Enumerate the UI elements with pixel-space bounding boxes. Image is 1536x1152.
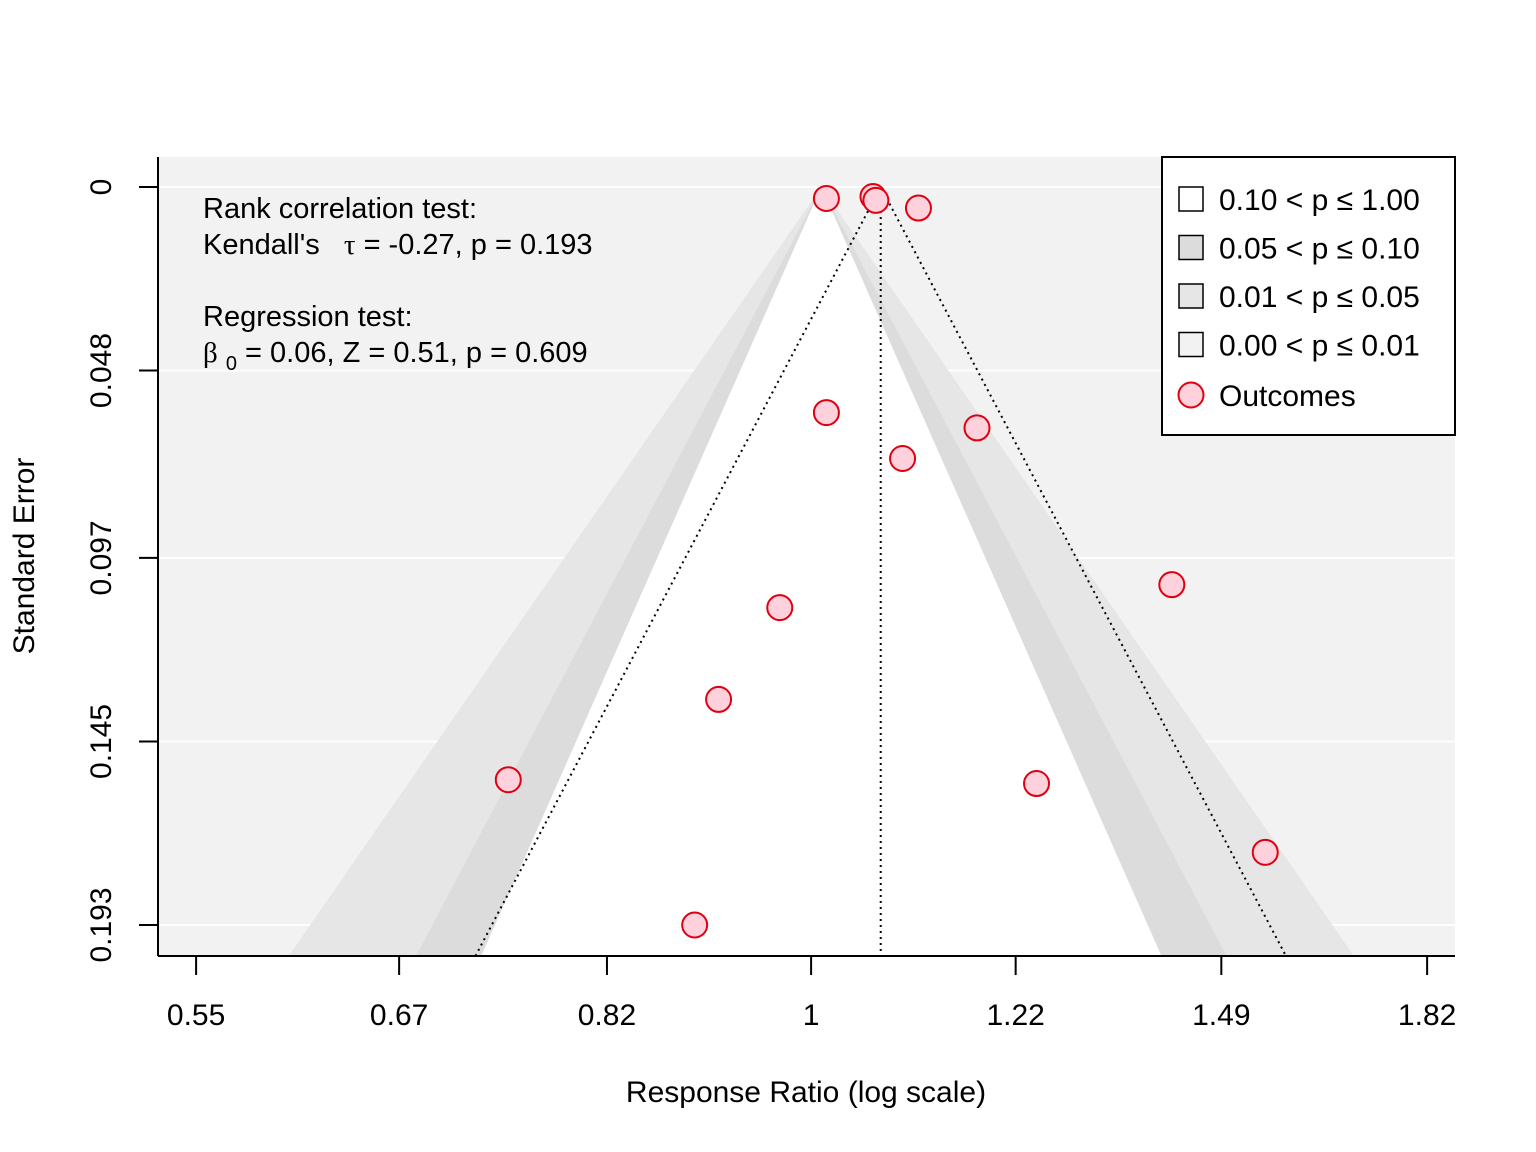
- rank-test-values: = -0.27, p = 0.193: [364, 229, 593, 261]
- outcome-point: [812, 184, 840, 212]
- legend-label: 0.00 < p ≤ 0.01: [1219, 330, 1420, 363]
- legend-box: [1161, 156, 1456, 436]
- y-tick-label: 0.193: [85, 887, 118, 962]
- x-tick-label: 1.49: [1192, 999, 1250, 1032]
- legend-point-swatch: [1177, 381, 1205, 409]
- outcome-point: [1251, 838, 1279, 866]
- outcome-point: [1158, 571, 1186, 599]
- legend-swatch: [1178, 283, 1204, 309]
- funnel-lines: [474, 184, 1287, 957]
- regression-test-result: β 0 = 0.06, Z = 0.51, p = 0.609: [203, 337, 588, 377]
- beta-symbol: β: [203, 337, 218, 369]
- legend-swatch: [1178, 234, 1204, 261]
- x-tick-label: 1: [803, 999, 820, 1032]
- contour-bands: [288, 187, 1354, 956]
- outcome-point: [766, 594, 794, 622]
- outcome-point: [494, 766, 522, 794]
- legend-label: 0.10 < p ≤ 1.00: [1219, 184, 1420, 217]
- outcome-point: [1023, 770, 1051, 798]
- y-tick-label: 0.048: [85, 333, 118, 408]
- rank-test-result: Kendall's τ = -0.27, p = 0.193: [203, 229, 593, 261]
- legend-label: Outcomes: [1219, 380, 1356, 413]
- x-tick-label: 1.22: [986, 999, 1044, 1032]
- outcome-point: [705, 685, 733, 713]
- funnel-boundary-line: [474, 184, 1287, 957]
- band-p-010-100: [481, 187, 1162, 956]
- outcome-point: [889, 444, 917, 472]
- x-tick-label: 0.55: [167, 999, 225, 1032]
- legend-swatch: [1178, 186, 1204, 212]
- y-tick-label: 0.145: [85, 704, 118, 779]
- regression-test-values: = 0.06, Z = 0.51, p = 0.609: [245, 337, 588, 369]
- regression-test-title: Regression test:: [203, 301, 413, 333]
- outcome-point: [963, 414, 991, 442]
- x-tick-label: 0.82: [578, 999, 636, 1032]
- legend-label: 0.05 < p ≤ 0.10: [1219, 233, 1420, 266]
- x-tick-label: 1.82: [1398, 999, 1456, 1032]
- x-tick-label: 0.67: [370, 999, 428, 1032]
- rank-test-title: Rank correlation test:: [203, 193, 477, 225]
- outcome-point: [812, 399, 840, 427]
- y-axis-title: Standard Error: [8, 458, 41, 655]
- beta-subscript: 0: [226, 353, 237, 375]
- outcome-point: [904, 194, 932, 222]
- legend: 0.10 < p ≤ 1.00 0.05 < p ≤ 0.10 0.01 < p ≤…: [1161, 156, 1456, 436]
- tau-symbol: τ: [344, 229, 356, 261]
- annotation-block: Rank correlation test: Kendall's τ = -0.…: [203, 193, 593, 377]
- outcome-point: [681, 911, 709, 939]
- outcome-points: [494, 183, 1279, 939]
- rank-test-prefix: Kendall's: [203, 229, 320, 261]
- y-axis: 0 0.048 0.097 0.145 0.193: [85, 157, 159, 963]
- y-tick-label: 0: [85, 179, 118, 196]
- legend-label: 0.01 < p ≤ 0.05: [1219, 281, 1420, 314]
- legend-swatch: [1178, 331, 1204, 358]
- outcome-point: [862, 186, 890, 214]
- x-axis: 0.55 0.67 0.82 1 1.22 1.49 1.82: [158, 955, 1456, 1032]
- y-tick-label: 0.097: [85, 520, 118, 595]
- x-axis-title: Response Ratio (log scale): [626, 1076, 986, 1109]
